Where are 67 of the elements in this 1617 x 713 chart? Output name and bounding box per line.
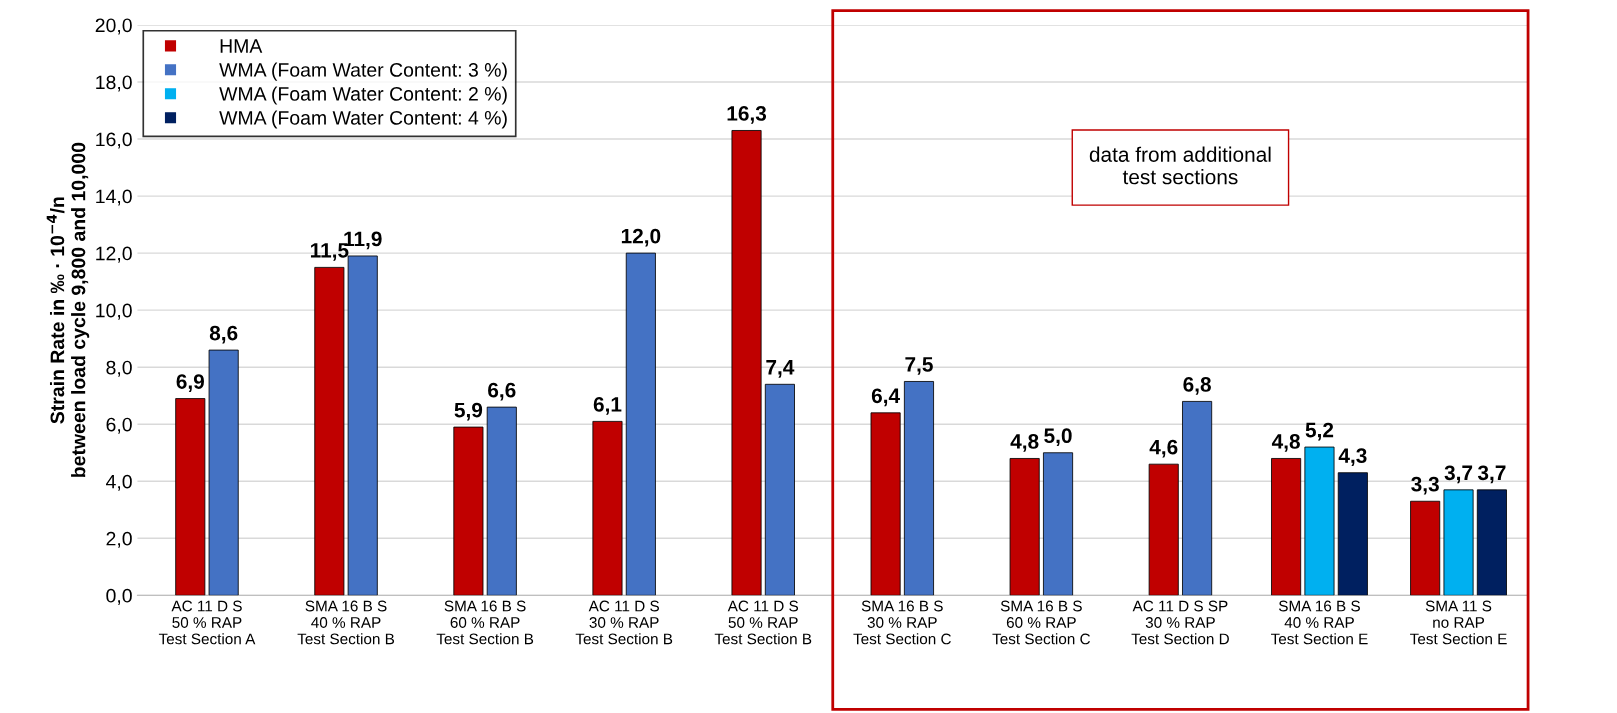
y-tick-label: 16,0 [96,132,132,149]
legend-label: WMA (Foam Water Content: 4 %) [219,110,507,129]
x-tick-label: AC 11 D S 50 % RAP Test Section B [714,600,812,645]
data-label: 7,5 [905,357,933,375]
data-label: 3,7 [1444,465,1473,484]
data-label: 4,6 [1149,439,1178,458]
y-tick-label: 20,0 [95,18,132,35]
bar [486,406,517,596]
data-label: 16,3 [727,106,767,124]
x-tick-label: SMA 16 B S 40 % RAP Test Section E [1270,600,1368,645]
bar [1182,401,1213,596]
data-label: 4,8 [1010,434,1039,452]
data-label: 5,9 [454,402,483,421]
y-tick-label: 2,0 [106,531,132,548]
y-tick-label: 14,0 [96,189,132,206]
bar [592,420,623,596]
bar [175,398,206,596]
x-tick-label: AC 11 D S SP 30 % RAP Test Section D [1131,600,1229,645]
bar [1148,463,1179,596]
data-label: 4,3 [1338,448,1367,467]
legend-label: HMA [220,39,263,53]
x-tick-label: SMA 16 B S 60 % RAP Test Section B [436,600,534,645]
bar [731,130,762,596]
y-axis-title: Strain Rate in ‰ · 10$^{−4}$/n between load cycle 9,800 and 10,000 [46,142,90,477]
bar [347,255,378,596]
bar [903,381,934,596]
y-tick-label: 4,0 [106,474,132,491]
data-label: 6,1 [593,396,622,415]
bar [1443,489,1474,596]
y-tick-label: 10,0 [96,303,132,320]
data-label: 5,0 [1044,428,1072,447]
annotation: data from additional test sections [1089,146,1271,185]
data-label: 12,0 [621,228,661,247]
x-tick-label: SMA 16 B S 40 % RAP Test Section B [297,600,395,645]
legend-label: WMA (Foam Water Content: 2 %) [219,86,507,105]
bar [625,252,656,596]
bar [1304,446,1335,596]
y-tick-label: 8,0 [106,360,132,377]
bar [870,412,901,596]
bar [1476,489,1507,596]
x-tick-label: AC 11 D S 50 % RAP Test Section A [158,600,256,645]
data-label: 5,2 [1305,422,1334,441]
x-tick-label: SMA 16 B S 30 % RAP Test Section C [853,600,951,645]
bar [764,383,795,596]
data-label: 3,3 [1411,476,1439,495]
bar [453,426,484,596]
y-tick-label: 18,0 [96,75,132,92]
y-tick-label: 0,0 [106,588,132,605]
bar [314,266,345,596]
x-tick-label: SMA 11 S no RAP Test Section E [1410,600,1507,645]
data-label: 4,8 [1271,434,1300,452]
bar [1337,472,1368,596]
bar [1043,452,1074,596]
bar [208,349,239,596]
y-tick-label: 12,0 [96,246,132,263]
data-label: 7,4 [766,360,795,378]
data-label: 6,6 [488,382,516,401]
data-label: 6,9 [176,374,204,392]
data-label: 6,4 [871,388,900,407]
bar [1009,458,1040,596]
x-tick-label: AC 11 D S 30 % RAP Test Section B [575,600,673,645]
data-label: 8,6 [209,325,238,344]
data-label: 3,7 [1477,465,1506,484]
legend-label: WMA (Foam Water Content: 3 %) [219,62,507,81]
data-label: 6,8 [1183,376,1211,395]
x-tick-label: SMA 16 B S 60 % RAP Test Section C [992,600,1091,645]
y-tick-label: 6,0 [106,417,132,434]
